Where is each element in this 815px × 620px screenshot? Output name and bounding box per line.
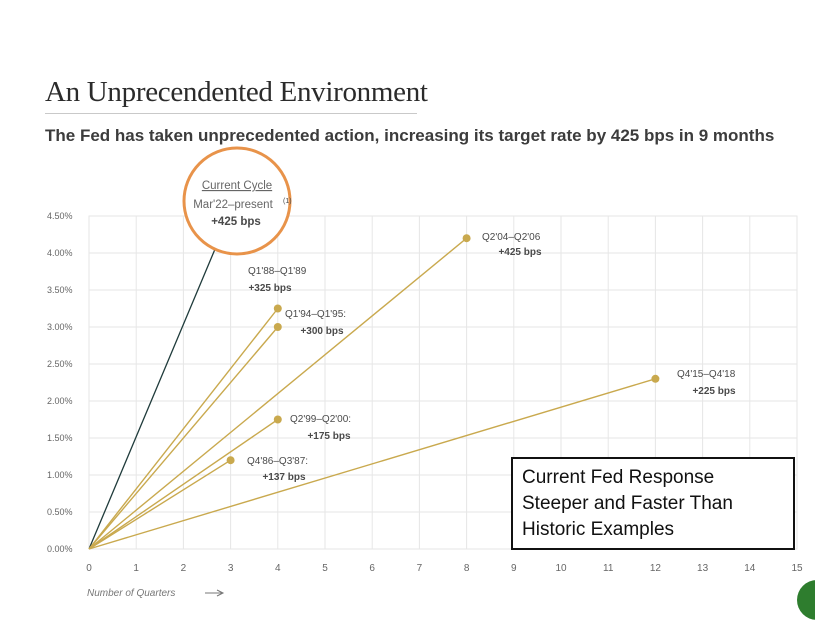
series-change-label: +325 bps bbox=[248, 283, 292, 294]
y-tick-label: 2.50% bbox=[47, 359, 73, 369]
series-label: Q2'04–Q2'06 bbox=[482, 232, 541, 243]
footnote-marker: (1) bbox=[283, 198, 292, 205]
x-tick-label: 13 bbox=[697, 563, 709, 574]
series-endpoint bbox=[226, 456, 235, 465]
series-endpoint bbox=[651, 374, 660, 383]
series-label: Q1'88–Q1'89 bbox=[248, 266, 307, 277]
x-tick-label: 4 bbox=[275, 563, 281, 574]
x-tick-label: 9 bbox=[511, 563, 517, 574]
series-line bbox=[88, 308, 279, 550]
page-title: An Unprecendented Environment bbox=[45, 76, 428, 108]
x-tick-label: 6 bbox=[369, 563, 375, 574]
callout-line-1: Current Fed Response bbox=[522, 467, 715, 488]
series-endpoint bbox=[273, 323, 282, 331]
y-tick-label: 4.50% bbox=[47, 211, 73, 221]
current-cycle-change: +425 bps bbox=[211, 216, 261, 228]
series-label: Q4'15–Q4'18 bbox=[677, 369, 736, 380]
current-cycle-arrow bbox=[88, 233, 223, 550]
series-label: Q1'94–Q1'95: bbox=[285, 309, 346, 320]
rate-hike-chart: 0 1 2 3 4 5 6 7 8 9 10 11 12 13 14 150.00%0.50%1.00%1.5… bbox=[47, 146, 803, 599]
y-tick-label: 3.50% bbox=[47, 285, 73, 295]
x-tick-label: 12 bbox=[650, 563, 662, 574]
series-line bbox=[88, 459, 231, 550]
callout-line-3: Historic Examples bbox=[522, 519, 675, 540]
series-change-label: +300 bps bbox=[300, 326, 344, 337]
series-endpoint bbox=[273, 415, 282, 424]
x-tick-label: 2 bbox=[181, 563, 187, 574]
x-axis-label: Number of Quarters bbox=[87, 588, 175, 599]
series-change-label: +137 bps bbox=[262, 472, 306, 483]
x-tick-label: 5 bbox=[322, 563, 328, 574]
current-cycle-label: Current Cycle bbox=[202, 180, 272, 192]
x-tick-label: 1 bbox=[133, 563, 139, 574]
series-change-label: +225 bps bbox=[692, 386, 736, 397]
x-tick-label: 11 bbox=[603, 563, 614, 574]
series-line bbox=[88, 237, 468, 550]
series-label: Q2'99–Q2'00: bbox=[290, 414, 351, 425]
series-change-label: +425 bps bbox=[498, 247, 542, 258]
x-tick-label: 14 bbox=[744, 563, 756, 574]
current-cycle-highlight bbox=[182, 146, 292, 256]
y-tick-label: 1.00% bbox=[47, 470, 73, 480]
series-endpoint bbox=[462, 234, 471, 243]
y-tick-label: 4.00% bbox=[47, 248, 73, 258]
y-tick-label: 0.50% bbox=[47, 507, 73, 517]
series-line bbox=[88, 326, 279, 550]
series-line bbox=[88, 378, 656, 550]
y-tick-label: 1.50% bbox=[47, 433, 73, 443]
y-tick-label: 2.00% bbox=[47, 396, 73, 406]
plot-area bbox=[88, 215, 798, 550]
x-axis-arrowhead-icon bbox=[216, 589, 225, 597]
x-tick-label: 8 bbox=[464, 563, 470, 574]
x-tick-label: 10 bbox=[555, 563, 567, 574]
x-tick-label: 7 bbox=[417, 563, 423, 574]
series-label: Q4'86–Q3'87: bbox=[247, 456, 308, 467]
series-endpoint bbox=[273, 304, 282, 313]
series-line bbox=[88, 418, 279, 550]
x-tick-label: 3 bbox=[228, 563, 234, 574]
y-tick-label: 3.00% bbox=[47, 322, 73, 332]
y-tick-label: 0.00% bbox=[47, 544, 73, 554]
x-tick-label: 0 bbox=[86, 563, 92, 574]
callout-line-2: Steeper and Faster Than bbox=[522, 493, 733, 514]
title-divider bbox=[45, 113, 417, 114]
page-subtitle: The Fed has taken unprecedented action, … bbox=[45, 126, 775, 145]
current-cycle-period: Mar'22–present bbox=[193, 199, 273, 211]
callout-box: Current Fed Response Steeper and Faster … bbox=[511, 457, 795, 550]
x-tick-label: 15 bbox=[791, 563, 803, 574]
series-change-label: +175 bps bbox=[307, 431, 351, 442]
